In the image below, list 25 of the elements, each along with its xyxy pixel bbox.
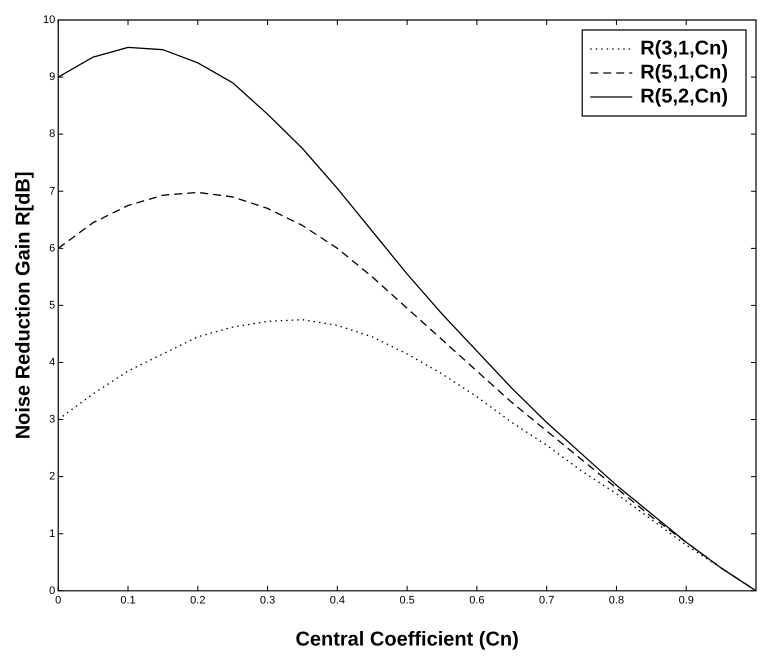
x-axis-title: Central Coefficient (Cn)	[295, 628, 519, 651]
x-tick-label: 0.4	[330, 594, 345, 606]
x-tick-label: 0.2	[190, 594, 206, 606]
y-tick-label: 9	[49, 71, 56, 84]
y-axis-title: Noise Reduction Gain R[dB]	[12, 172, 35, 440]
x-tick-label: 0.1	[120, 594, 136, 606]
x-tick-label: 0.7	[539, 594, 554, 606]
y-tick-label: 1	[49, 528, 56, 540]
legend-label: R(5,2,Cn)	[640, 86, 728, 108]
legend-label: R(3,1,Cn)	[640, 38, 728, 60]
x-tick-label: 0.8	[608, 594, 624, 606]
x-tick-label: 0.9	[678, 594, 694, 606]
y-tick-label: 2	[49, 470, 56, 483]
x-tick-label: 0.6	[469, 594, 485, 606]
y-tick-label: 8	[49, 128, 56, 140]
x-tick-label: 0.5	[399, 594, 415, 606]
y-tick-label: 5	[49, 299, 56, 312]
y-tick-label: 3	[49, 414, 56, 426]
y-tick-label: 10	[42, 14, 56, 26]
y-tick-label: 6	[49, 242, 56, 254]
legend-label: R(5,1,Cn)	[640, 62, 728, 84]
y-tick-label: 7	[49, 185, 56, 198]
x-tick-label: 0.3	[260, 594, 276, 606]
y-tick-label: 4	[49, 356, 56, 369]
y-tick-label: 0	[49, 584, 56, 597]
